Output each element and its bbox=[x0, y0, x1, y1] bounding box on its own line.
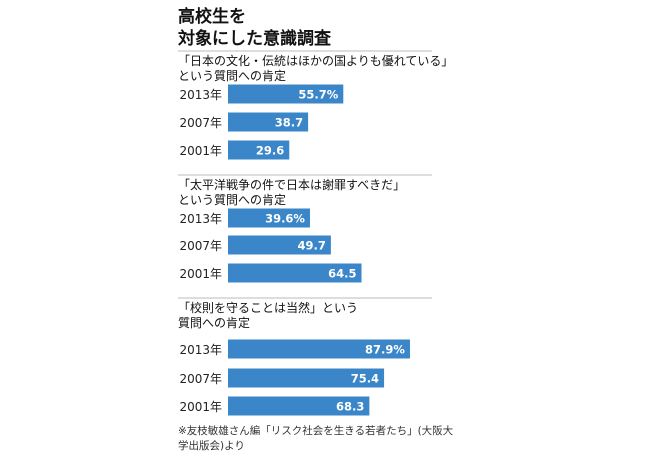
source-note-line-1: ※友枝敏雄さん編「リスク社会を生きる若者たち」(大阪大 bbox=[178, 424, 454, 437]
source-note-line-2: 学出版会)より bbox=[178, 439, 245, 452]
panel-1-bar-1 bbox=[228, 84, 344, 104]
panel-2-bar-2 bbox=[228, 235, 331, 255]
panel-1-year-label-3: 2001年 bbox=[179, 144, 222, 158]
panel-3-value-label-1: 87.9% bbox=[365, 343, 405, 357]
panel-1-question-line-2: という質問への肯定 bbox=[178, 68, 286, 83]
panel-3-bar-3 bbox=[228, 396, 370, 416]
panel-2-value-label-2: 49.7 bbox=[298, 239, 326, 253]
panel-3-question-line-2: 質問への肯定 bbox=[178, 315, 250, 330]
panel-2-bar-1 bbox=[228, 208, 310, 228]
panel-2-value-label-3: 64.5 bbox=[328, 267, 356, 281]
panel-2-bar-3 bbox=[228, 263, 362, 283]
panel-3-year-label-3: 2001年 bbox=[179, 400, 222, 414]
panel-1-bar-2 bbox=[228, 112, 309, 132]
panel-1-value-label-2: 38.7 bbox=[275, 116, 303, 130]
panel-3-value-label-2: 75.4 bbox=[351, 372, 379, 386]
panel-1-year-label-2: 2007年 bbox=[179, 116, 222, 130]
panel-1-bar-3 bbox=[228, 140, 290, 160]
chart-panels: 「日本の文化・伝統はほかの国よりも優れている」という質問への肯定 2013年 55.… bbox=[178, 50, 453, 416]
panel-3-year-label-2: 2007年 bbox=[179, 372, 222, 386]
chart-title-line-1: 高校生を bbox=[178, 6, 246, 27]
panel-3-bar-1 bbox=[228, 339, 410, 359]
panel-1-value-label-3: 29.6 bbox=[256, 144, 284, 158]
panel-2-year-label-3: 2001年 bbox=[179, 267, 222, 281]
panel-1-year-label-1: 2013年 bbox=[179, 88, 222, 102]
panel-3-question-line-1: 「校則を守ることは当然」という bbox=[178, 300, 358, 315]
panel-3-year-label-1: 2013年 bbox=[179, 343, 222, 357]
panel-2-value-label-1: 39.6% bbox=[265, 212, 305, 226]
panel-2-question-line-1: 「太平洋戦争の件で日本は謝罪すべきだ」 bbox=[178, 177, 405, 192]
panel-2-year-label-1: 2013年 bbox=[179, 212, 222, 226]
chart-title-line-2: 対象にした意識調査 bbox=[177, 28, 332, 49]
panel-1-value-label-1: 55.7% bbox=[298, 88, 338, 102]
panel-2-year-label-2: 2007年 bbox=[179, 239, 222, 253]
panel-2-question-line-2: という質問への肯定 bbox=[178, 192, 286, 207]
panel-3-value-label-3: 68.3 bbox=[336, 400, 364, 414]
panel-3-bar-2 bbox=[228, 368, 385, 388]
panel-1-question-line-1: 「日本の文化・伝統はほかの国よりも優れている」 bbox=[178, 53, 453, 68]
